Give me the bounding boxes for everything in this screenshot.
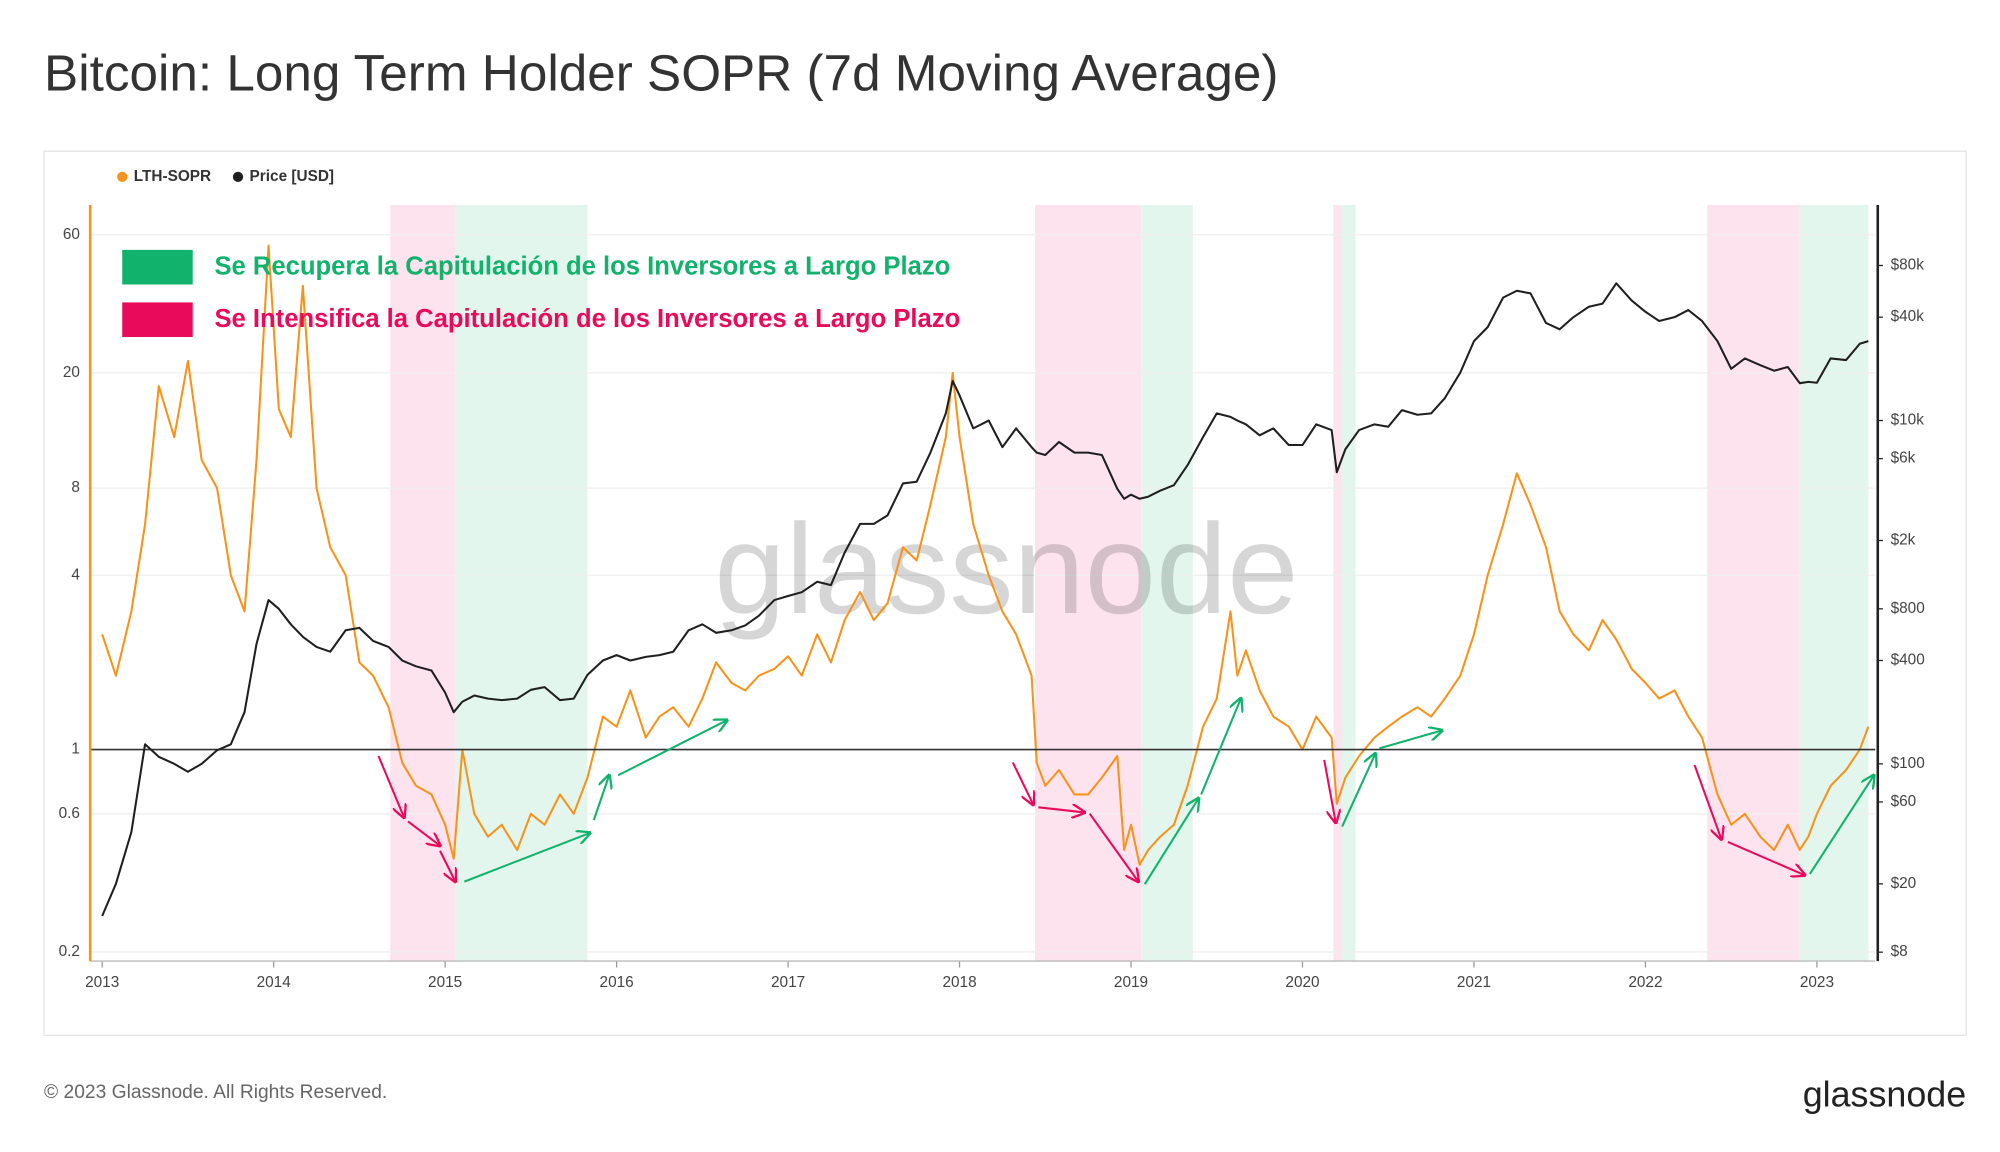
y-tick-label: 0.2 [59,943,80,960]
y-tick-label: 60 [63,226,80,243]
region [1141,205,1193,962]
arrow [463,833,590,883]
series-line [101,244,1870,866]
arrow [407,820,440,845]
arrow [617,720,727,777]
y2-tick-label: $80k [1891,257,1925,274]
region [390,205,456,962]
arrow [1011,761,1034,804]
x-tick-label: 2022 [1628,974,1662,991]
annotation-swatch [122,249,193,285]
arrow [1323,759,1336,823]
y-tick-label: 8 [71,479,80,496]
y2-tick-label: $8 [1891,943,1908,960]
x-tick-label: 2015 [428,974,462,991]
x-tick-label: 2023 [1800,974,1834,991]
regions [390,205,1869,962]
legend: LTH-SOPR Price [USD] [117,168,334,185]
y-tick-label: 4 [71,566,80,583]
arrow [1143,798,1199,885]
y-tick-label: 1 [71,741,80,758]
arrow [1727,840,1805,875]
arrows [377,698,1874,885]
arrow [1038,807,1084,812]
x-tick-label: 2020 [1285,974,1319,991]
x-tick-label: 2016 [600,974,634,991]
x-tick-label: 2019 [1114,974,1148,991]
y2-tick-label: $60 [1891,793,1917,810]
arrow [592,775,609,821]
arrow [1088,813,1139,882]
x-tick-label: 2014 [257,974,292,991]
region [455,205,588,962]
lines [90,244,1876,917]
y2-tick-label: $400 [1891,652,1925,669]
series-line [101,282,1869,917]
region [1799,205,1869,962]
chart-frame [43,150,1967,1037]
chart-title: Bitcoin: Long Term Holder SOPR (7d Movin… [44,44,1278,101]
annotation: Se Intensifica la Capitulación de los In… [214,305,960,333]
y2-tick-label: $800 [1891,600,1925,617]
legend-marker [232,171,244,182]
arrow [377,755,405,818]
region [1707,205,1800,962]
y2-tick-label: $6k [1891,450,1916,467]
region [1333,205,1342,962]
y-tick-label: 0.6 [59,805,80,822]
legend-marker [117,171,128,182]
x-tick-label: 2021 [1457,974,1491,991]
x-tick-label: 2013 [85,974,119,991]
arrow [1200,698,1241,795]
y2-tick-label: $2k [1891,532,1916,549]
arrow [1379,730,1442,750]
axes: 0.2 0.6 1 4 8 20 60 $8 $20 $60 $100 $400 $800 $2k $6k $… [59,205,1925,991]
y2-tick-label: $100 [1891,755,1925,772]
footer: © 2023 Glassnode. All Rights Reserved. [44,1082,387,1103]
arrow [1341,753,1375,827]
y2-tick-label: $20 [1891,875,1917,892]
y-tick-label: 20 [63,364,80,381]
arrow [439,850,455,882]
legend-label: Price [USD] [250,168,335,185]
annotation-swatch [122,302,193,338]
arrow [1693,764,1722,839]
legend-label: LTH-SOPR [134,168,211,185]
y2-tick-label: $40k [1891,308,1925,325]
brand-logo: glassnode [1803,1074,1966,1114]
y2-tick-label: $10k [1891,412,1925,429]
arrow [1809,775,1874,875]
annotation: Se Recupera la Capitulación de los Inver… [214,253,950,281]
region [1341,205,1356,962]
x-tick-label: 2017 [771,974,805,991]
x-tick-label: 2018 [942,974,976,991]
